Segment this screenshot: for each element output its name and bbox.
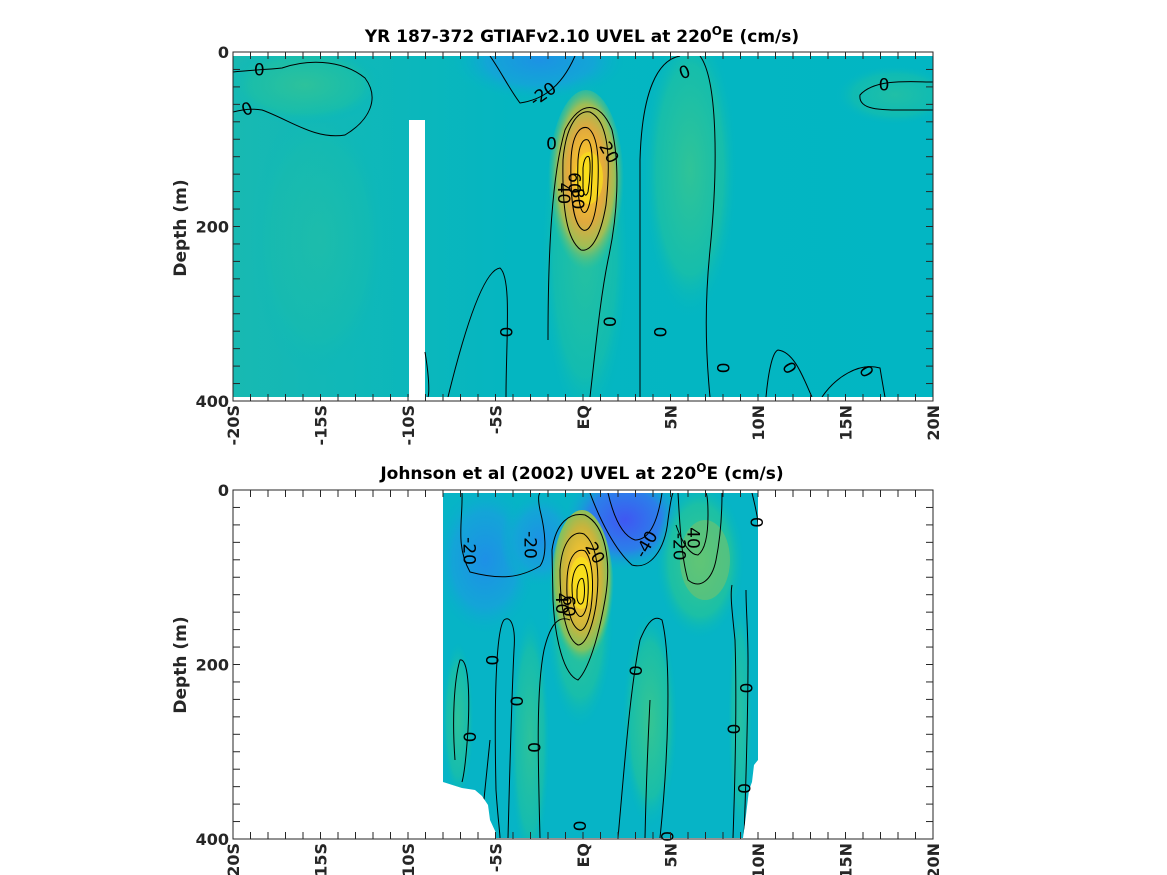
contour-label: 0 [649,327,669,338]
contour-label: 0 [506,696,526,707]
y-tick-label: 0 [218,481,229,500]
contour-label: 0 [735,683,755,694]
panel1-ylabel: Depth (m) [171,179,191,276]
panel1-missing-data-strip [409,120,425,398]
x-tick-label: 15N [837,843,856,875]
x-tick-label: 15N [837,405,856,441]
contour-label: 0 [481,655,501,666]
y-tick-label: 0 [218,43,229,62]
x-tick-label: -5S [487,405,506,434]
contour-label: 0 [254,60,265,80]
panel2-x-tick-labels: -20S -15S -10S -5S EQ 5N 10N 15N 20N [224,843,943,875]
contour-label: 0 [598,316,618,327]
contour-label: 40 [551,593,571,615]
panel1-x-tick-labels: -20S -15S -10S -5S EQ 5N 10N 15N 20N [224,405,943,445]
x-tick-label: EQ [574,405,593,430]
panel1-contours [233,56,933,397]
panel2-field [443,493,758,838]
x-tick-label: -10S [399,405,418,445]
y-tick-label: 400 [196,392,229,411]
panel2-title: Johnson et al (2002) UVEL at 220OE (cm/s… [379,461,783,484]
x-tick-label: 5N [662,405,681,430]
x-tick-label: 10N [749,843,768,875]
panel2-contours [453,493,758,838]
panel1-ticks [232,51,934,402]
contour-label: 0 [712,362,732,373]
contour-label: -20 [458,537,478,565]
contour-label: 40 [682,527,702,549]
x-tick-label: 10N [749,405,768,441]
contour-label: 80 [567,188,587,210]
contour-label: -20 [520,531,540,559]
panel1-y-tick-labels: 0 200 400 [196,43,229,411]
panel2-y-tick-labels: 0 200 400 [196,481,229,849]
x-tick-label: 5N [662,843,681,868]
contour-label: 0 [625,665,645,676]
contour-label: 0 [879,75,890,95]
x-tick-label: -20S [224,843,243,875]
contour-label: 0 [523,742,543,753]
x-tick-label: 20N [924,843,943,875]
x-tick-label: -20S [224,405,243,445]
panel-observed-uvel: Johnson et al (2002) UVEL at 220OE (cm/s… [171,461,943,875]
contour-label: 0 [569,820,589,831]
panel1-title: YR 187-372 GTIAFv2.10 UVEL at 220OE (cm/… [364,24,799,47]
x-tick-label: -15S [312,405,331,445]
contour-label: 60 [558,595,578,617]
y-tick-label: 200 [196,656,229,675]
contour-label: 0 [745,517,765,528]
x-tick-label: -10S [399,843,418,875]
contour-label: 0 [495,327,515,338]
panel-model-uvel: YR 187-372 GTIAFv2.10 UVEL at 220OE (cm/… [171,24,943,445]
x-tick-label: EQ [574,843,593,868]
contour-label: 40 [553,183,573,205]
panel2-ylabel: Depth (m) [171,616,191,713]
contour-label: 0 [656,831,676,842]
contour-label: 60 [563,172,583,194]
contour-label: 0 [458,732,478,743]
x-tick-label: -15S [312,843,331,875]
contour-label: 0 [733,783,753,794]
panel1-field [233,56,933,397]
contour-label: -20 [668,533,688,561]
x-tick-label: 20N [924,405,943,441]
contour-label: 0 [546,135,557,155]
panel2-ticks [232,489,934,840]
y-tick-label: 400 [196,830,229,849]
contour-label: 0 [723,724,743,735]
y-tick-label: 200 [196,218,229,237]
x-tick-label: -5S [487,843,506,872]
